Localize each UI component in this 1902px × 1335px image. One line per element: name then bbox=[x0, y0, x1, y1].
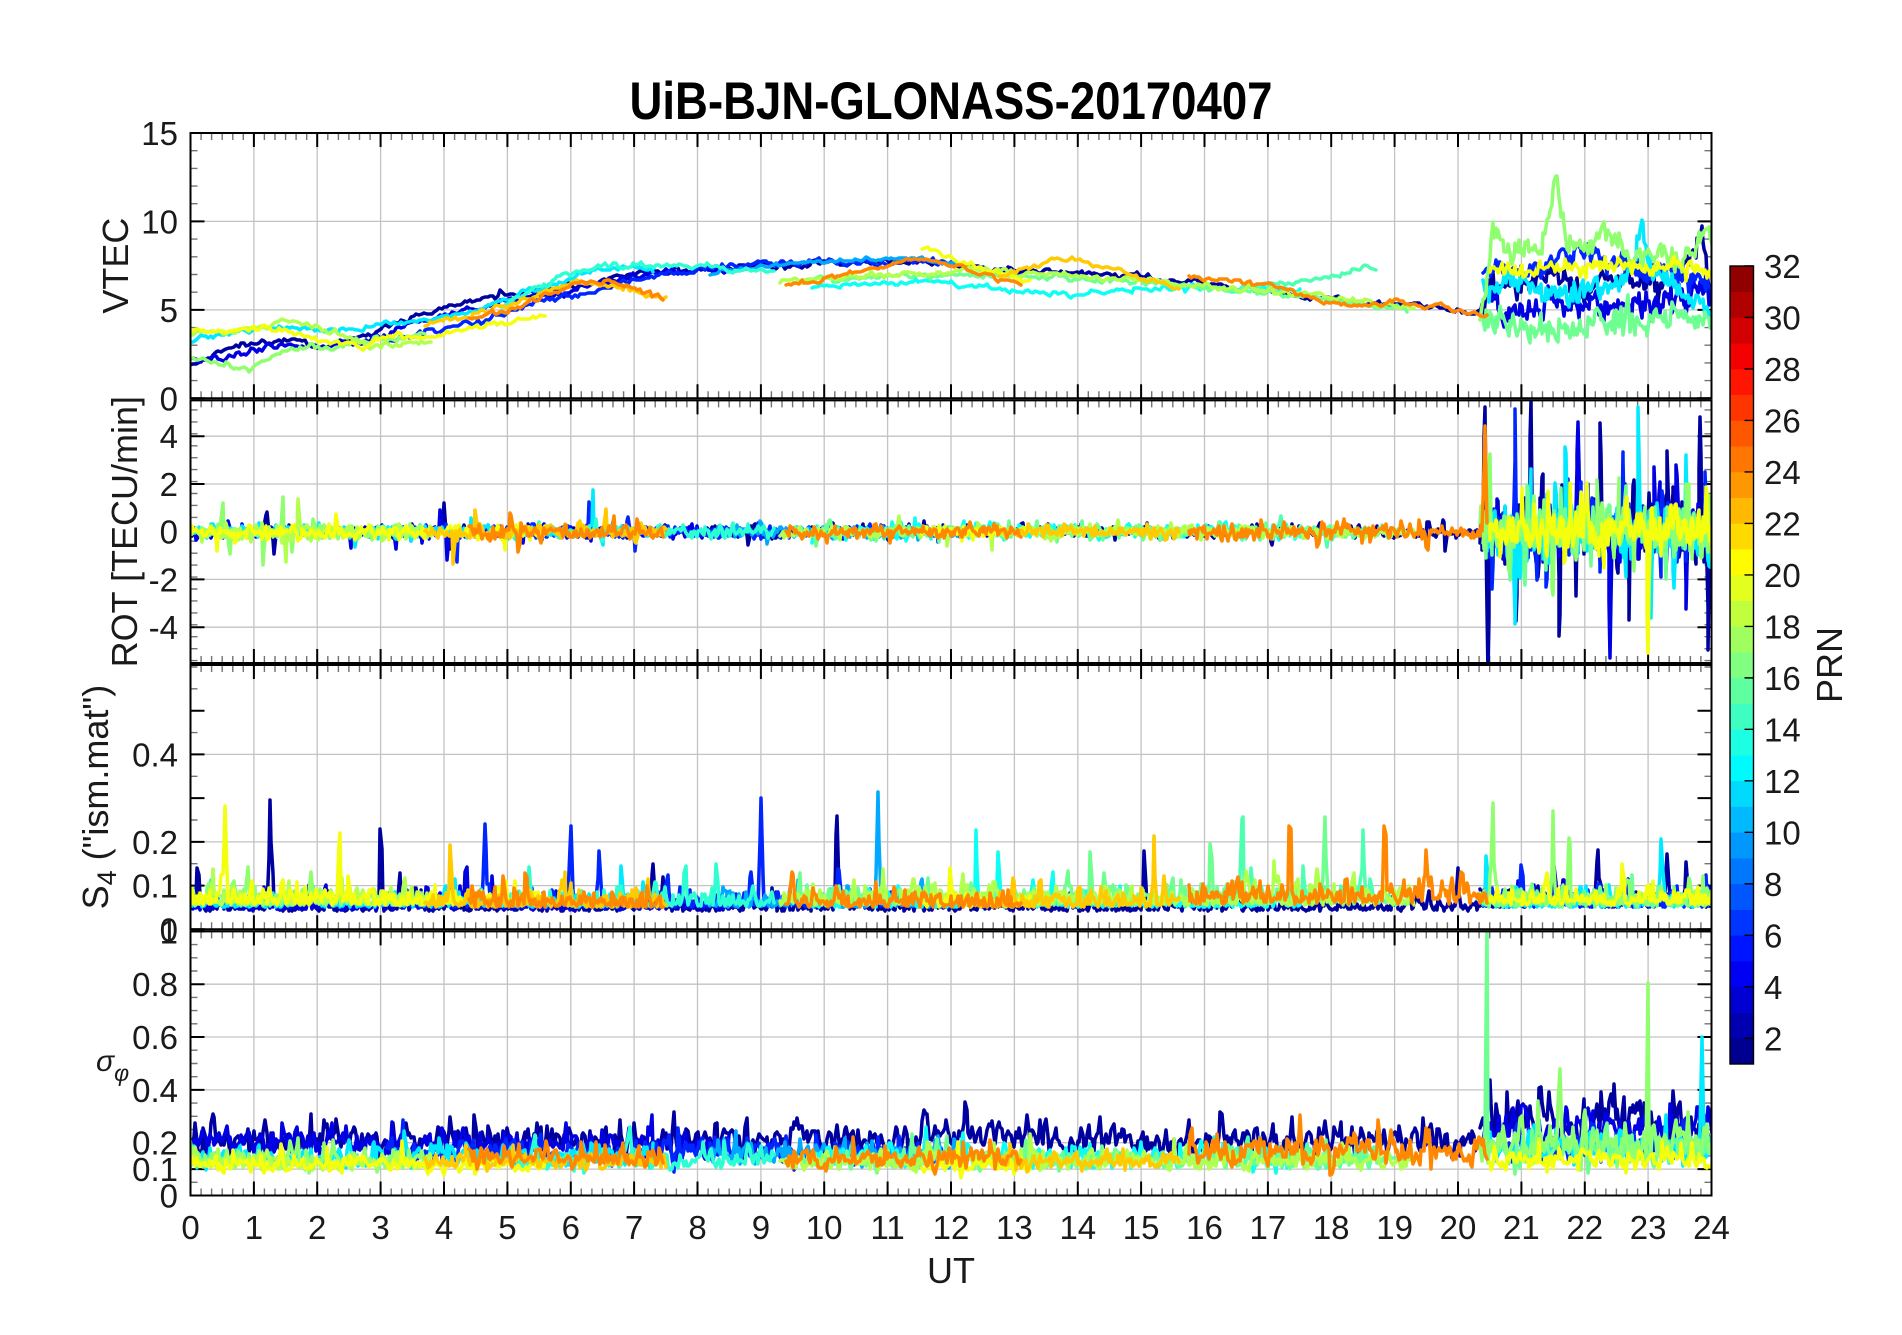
svg-text:0: 0 bbox=[160, 380, 178, 417]
svg-text:0.2: 0.2 bbox=[132, 824, 178, 861]
svg-text:0: 0 bbox=[160, 1178, 178, 1215]
svg-text:6: 6 bbox=[562, 1209, 580, 1246]
svg-text:30: 30 bbox=[1764, 300, 1801, 337]
svg-text:VTEC: VTEC bbox=[95, 218, 136, 314]
svg-text:32: 32 bbox=[1764, 248, 1801, 285]
svg-text:ROT [TECU/min]: ROT [TECU/min] bbox=[104, 396, 145, 667]
svg-text:18: 18 bbox=[1313, 1209, 1350, 1246]
svg-text:1: 1 bbox=[160, 913, 178, 950]
svg-text:0: 0 bbox=[160, 911, 178, 948]
svg-text:13: 13 bbox=[996, 1209, 1033, 1246]
svg-text:4: 4 bbox=[1764, 969, 1782, 1006]
svg-text:17: 17 bbox=[1250, 1209, 1287, 1246]
svg-text:5: 5 bbox=[160, 292, 178, 329]
svg-text:4: 4 bbox=[435, 1209, 453, 1246]
svg-text:24: 24 bbox=[1764, 454, 1801, 491]
svg-text:2: 2 bbox=[160, 466, 178, 503]
svg-text:8: 8 bbox=[688, 1209, 706, 1246]
svg-text:18: 18 bbox=[1764, 608, 1801, 645]
svg-text:-2: -2 bbox=[149, 561, 178, 598]
svg-text:2: 2 bbox=[1764, 1020, 1782, 1057]
svg-text:0.8: 0.8 bbox=[132, 966, 178, 1003]
svg-text:9: 9 bbox=[752, 1209, 770, 1246]
svg-text:7: 7 bbox=[625, 1209, 643, 1246]
svg-text:0: 0 bbox=[160, 514, 178, 551]
svg-text:12: 12 bbox=[1764, 763, 1801, 800]
svg-text:14: 14 bbox=[1764, 711, 1801, 748]
svg-text:3: 3 bbox=[371, 1209, 389, 1246]
svg-text:10: 10 bbox=[806, 1209, 843, 1246]
svg-text:24: 24 bbox=[1693, 1209, 1730, 1246]
svg-text:0.2: 0.2 bbox=[132, 1125, 178, 1162]
svg-text:22: 22 bbox=[1566, 1209, 1603, 1246]
svg-text:0.1: 0.1 bbox=[132, 1151, 178, 1188]
svg-text:2: 2 bbox=[308, 1209, 326, 1246]
svg-text:15: 15 bbox=[141, 115, 178, 152]
svg-text:10: 10 bbox=[141, 203, 178, 240]
svg-text:22: 22 bbox=[1764, 505, 1801, 542]
svg-text:28: 28 bbox=[1764, 351, 1801, 388]
svg-text:-4: -4 bbox=[149, 609, 178, 646]
svg-text:0: 0 bbox=[181, 1209, 199, 1246]
svg-text:S4 ("ism.mat"): S4 ("ism.mat") bbox=[75, 685, 122, 910]
svg-text:16: 16 bbox=[1186, 1209, 1223, 1246]
svg-text:0.1: 0.1 bbox=[132, 868, 178, 905]
svg-text:0.4: 0.4 bbox=[132, 736, 178, 773]
svg-text:PRN: PRN bbox=[1809, 627, 1850, 703]
svg-text:6: 6 bbox=[1764, 917, 1782, 954]
svg-text:10: 10 bbox=[1764, 814, 1801, 851]
svg-text:16: 16 bbox=[1764, 660, 1801, 697]
svg-text:20: 20 bbox=[1764, 557, 1801, 594]
svg-text:26: 26 bbox=[1764, 403, 1801, 440]
svg-text:5: 5 bbox=[498, 1209, 516, 1246]
svg-text:8: 8 bbox=[1764, 866, 1782, 903]
svg-text:11: 11 bbox=[870, 1209, 904, 1246]
svg-text:UiB-BJN-GLONASS-20170407: UiB-BJN-GLONASS-20170407 bbox=[630, 72, 1273, 131]
svg-text:20: 20 bbox=[1440, 1209, 1477, 1246]
svg-text:12: 12 bbox=[933, 1209, 970, 1246]
svg-text:15: 15 bbox=[1123, 1209, 1160, 1246]
svg-text:23: 23 bbox=[1630, 1209, 1667, 1246]
svg-text:1: 1 bbox=[245, 1209, 263, 1246]
svg-text:0.6: 0.6 bbox=[132, 1019, 178, 1056]
svg-text:14: 14 bbox=[1059, 1209, 1096, 1246]
svg-text:19: 19 bbox=[1376, 1209, 1413, 1246]
svg-text:UT: UT bbox=[927, 1250, 975, 1291]
svg-text:21: 21 bbox=[1503, 1209, 1540, 1246]
svg-text:0.4: 0.4 bbox=[132, 1072, 178, 1109]
svg-text:4: 4 bbox=[160, 418, 178, 455]
